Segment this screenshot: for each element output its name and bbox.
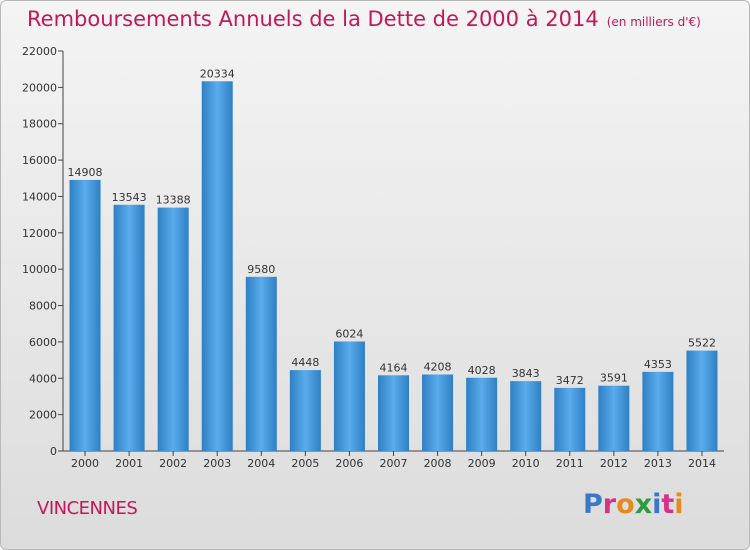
x-tick-label: 2012	[600, 457, 628, 470]
y-tick-label: 0	[50, 445, 57, 458]
bar-value-label: 13543	[112, 191, 147, 204]
x-tick-label: 2002	[159, 457, 187, 470]
city-name: VINCENNES	[37, 498, 138, 519]
bar-value-label: 4028	[468, 364, 496, 377]
bar-2011	[554, 387, 586, 451]
x-tick-label: 2004	[247, 457, 275, 470]
bar-value-label: 3591	[600, 372, 628, 385]
bar-value-label: 9580	[247, 263, 275, 276]
x-tick-label: 2001	[115, 457, 143, 470]
bar-value-label: 3843	[512, 367, 540, 380]
x-tick-label: 2007	[380, 457, 408, 470]
bar-2007	[378, 375, 409, 451]
y-tick-label: 8000	[29, 300, 57, 313]
logo-letter: i	[652, 489, 662, 520]
x-tick-label: 2006	[335, 457, 363, 470]
bar-2003	[201, 81, 233, 452]
y-tick-label: 18000	[22, 118, 57, 131]
y-tick-label: 16000	[22, 154, 57, 167]
bar-2010	[510, 381, 542, 451]
logo-letter: P	[583, 489, 603, 520]
bar-value-label: 13388	[156, 194, 191, 207]
bar-2005	[289, 370, 321, 451]
x-tick-label: 2010	[512, 457, 540, 470]
x-tick-label: 2013	[644, 457, 672, 470]
bar-2006	[333, 341, 365, 451]
y-tick-label: 20000	[22, 81, 57, 94]
bar-value-label: 6024	[335, 327, 363, 340]
y-tick-label: 6000	[29, 336, 57, 349]
y-tick-label: 4000	[29, 372, 57, 385]
chart-title-text: Remboursements Annuels de la Dette de 20…	[27, 7, 599, 31]
x-tick-label: 2008	[424, 457, 452, 470]
bar-value-label: 4208	[424, 360, 452, 373]
logo-letter: t	[661, 489, 675, 520]
bar-2000	[69, 179, 101, 452]
y-tick-label: 12000	[22, 227, 57, 240]
logo-letter: o	[616, 489, 635, 520]
bar-value-label: 3472	[556, 374, 584, 387]
bar-value-label: 5522	[688, 337, 716, 350]
y-tick-label: 14000	[22, 190, 57, 203]
bar-2001	[113, 204, 145, 451]
bar-value-label: 4448	[291, 356, 319, 369]
y-tick-label: 10000	[22, 263, 57, 276]
x-tick-label: 2014	[688, 457, 716, 470]
x-tick-label: 2000	[71, 457, 99, 470]
chart-unit: (en milliers d'€)	[606, 15, 701, 29]
bar-2008	[422, 374, 454, 451]
bar-2004	[245, 276, 277, 451]
bar-value-label: 4353	[644, 358, 672, 371]
logo-letter: i	[674, 489, 684, 520]
logo-letter: x	[634, 489, 653, 520]
y-tick-label: 22000	[22, 45, 57, 58]
bar-2014	[686, 350, 718, 451]
logo-letter: r	[602, 489, 617, 520]
bar-value-label: 4164	[380, 361, 408, 374]
x-tick-label: 2011	[556, 457, 584, 470]
y-tick-label: 2000	[29, 409, 57, 422]
bar-2009	[466, 377, 498, 451]
proxiti-logo: Proxiti	[583, 489, 684, 520]
x-tick-label: 2003	[203, 457, 231, 470]
x-tick-label: 2005	[291, 457, 319, 470]
bar-value-label: 20334	[200, 67, 235, 80]
x-tick-label: 2009	[468, 457, 496, 470]
bar-2002	[157, 207, 189, 451]
bar-2013	[642, 371, 674, 451]
bar-value-label: 14908	[68, 166, 103, 179]
chart-title: Remboursements Annuels de la Dette de 20…	[27, 7, 701, 31]
bar-2012	[598, 385, 630, 451]
